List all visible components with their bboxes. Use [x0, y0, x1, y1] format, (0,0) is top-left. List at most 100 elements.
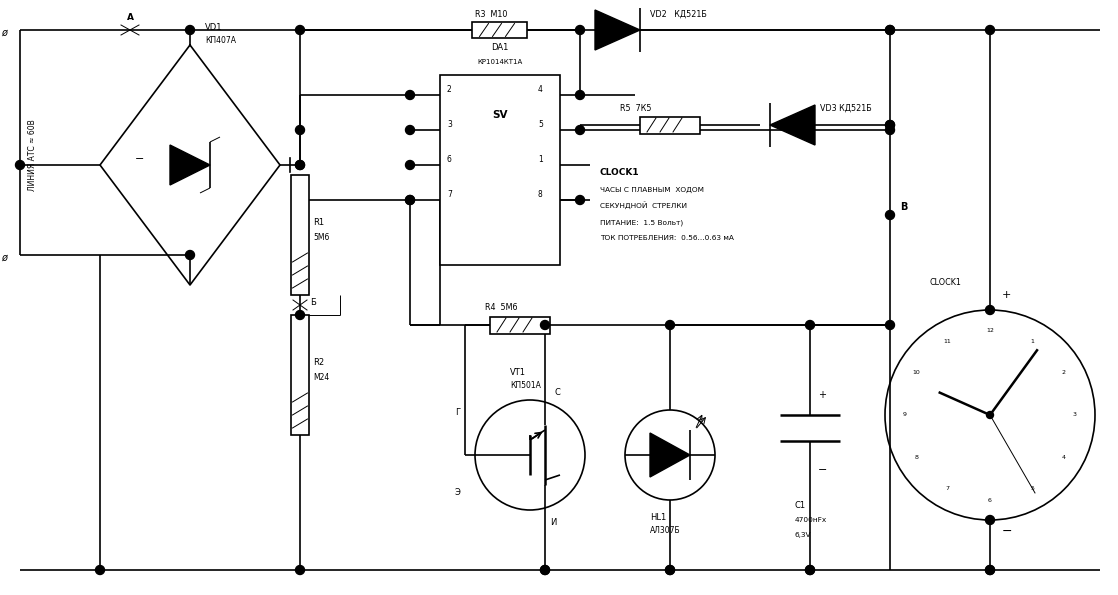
Circle shape: [885, 126, 894, 134]
Text: 4: 4: [538, 85, 543, 94]
Text: 5: 5: [538, 120, 543, 129]
Text: VD1: VD1: [205, 23, 222, 32]
Circle shape: [406, 90, 415, 99]
Text: CLOCK1: CLOCK1: [600, 168, 639, 177]
Polygon shape: [170, 145, 210, 185]
Circle shape: [665, 321, 674, 330]
Text: ЧАСЫ С ПЛАВНЫМ  ХОДОМ: ЧАСЫ С ПЛАВНЫМ ХОДОМ: [600, 187, 704, 193]
Circle shape: [295, 161, 304, 170]
Text: 4: 4: [1062, 455, 1065, 460]
Circle shape: [540, 321, 550, 330]
Text: 6,3V: 6,3V: [795, 533, 812, 538]
Text: 3: 3: [1073, 412, 1077, 418]
Text: A: A: [126, 13, 133, 22]
Text: 1: 1: [538, 155, 542, 164]
Circle shape: [885, 26, 894, 35]
Text: 9: 9: [903, 412, 907, 418]
Circle shape: [95, 565, 104, 575]
Text: 5М6: 5М6: [313, 233, 330, 242]
Circle shape: [576, 196, 585, 205]
Circle shape: [406, 126, 415, 134]
Text: ТОК ПОТРЕБЛЕНИЯ:  0.56...0.63 мА: ТОК ПОТРЕБЛЕНИЯ: 0.56...0.63 мА: [600, 235, 733, 241]
Text: SV: SV: [492, 110, 508, 120]
Bar: [440, 75, 560, 265]
Text: R1: R1: [313, 218, 324, 227]
Text: R2: R2: [313, 358, 324, 367]
Text: СЕКУНДНОЙ  СТРЕЛКИ: СЕКУНДНОЙ СТРЕЛКИ: [600, 201, 686, 209]
Circle shape: [576, 126, 585, 134]
Text: С1: С1: [795, 500, 806, 509]
Text: М24: М24: [313, 373, 329, 382]
Text: −: −: [135, 154, 144, 164]
Text: HL1: HL1: [650, 513, 666, 522]
Text: R5  7К5: R5 7К5: [620, 104, 652, 113]
Circle shape: [805, 565, 815, 575]
Text: 8: 8: [915, 455, 918, 460]
Circle shape: [985, 565, 995, 575]
Bar: [291, 315, 309, 435]
Text: VT1: VT1: [510, 368, 525, 377]
Text: И: И: [550, 518, 557, 527]
Text: КП407А: КП407А: [205, 36, 236, 45]
Text: 7: 7: [946, 486, 949, 491]
Text: ø: ø: [1, 28, 7, 38]
Text: B: B: [900, 202, 908, 212]
Circle shape: [576, 90, 585, 99]
Circle shape: [295, 126, 304, 134]
Text: КР1014КТ1А: КР1014КТ1А: [477, 59, 522, 65]
Circle shape: [295, 161, 304, 170]
Circle shape: [406, 161, 415, 170]
Circle shape: [665, 565, 674, 575]
Circle shape: [985, 26, 995, 35]
Bar: [291, 175, 309, 295]
Text: VD3 КД521Б: VD3 КД521Б: [819, 104, 872, 113]
Circle shape: [885, 321, 894, 330]
Text: 4700нFx: 4700нFx: [795, 518, 827, 524]
Circle shape: [885, 26, 894, 35]
Text: 7: 7: [447, 190, 452, 199]
Circle shape: [885, 121, 894, 130]
Text: +: +: [1002, 290, 1012, 300]
Text: VD2   КД521Б: VD2 КД521Б: [650, 10, 707, 19]
Text: DA1: DA1: [491, 43, 509, 52]
Circle shape: [540, 565, 550, 575]
Bar: [490, 317, 550, 334]
Circle shape: [186, 26, 195, 35]
Bar: [639, 117, 700, 133]
Circle shape: [885, 211, 894, 220]
Text: КП501А: КП501А: [510, 381, 541, 390]
Text: 6: 6: [447, 155, 452, 164]
Text: С: С: [555, 388, 561, 397]
Circle shape: [295, 565, 304, 575]
Text: 10: 10: [912, 370, 920, 375]
Text: АЛ307Б: АЛ307Б: [650, 526, 681, 535]
Circle shape: [665, 565, 674, 575]
Text: 12: 12: [986, 327, 994, 333]
Text: ЛИНИЯ АТС ≈ 60В: ЛИНИЯ АТС ≈ 60В: [28, 119, 37, 191]
Circle shape: [16, 161, 25, 170]
Circle shape: [295, 26, 304, 35]
Circle shape: [406, 196, 415, 205]
Text: Г: Г: [455, 408, 461, 417]
Polygon shape: [650, 433, 690, 477]
Text: 3: 3: [447, 120, 452, 129]
Text: CLOCK1: CLOCK1: [930, 278, 961, 287]
Text: Э: Э: [455, 488, 461, 497]
Circle shape: [805, 565, 815, 575]
Polygon shape: [595, 10, 639, 50]
Text: ø: ø: [1, 253, 7, 263]
Text: 1: 1: [1031, 339, 1034, 344]
Circle shape: [805, 321, 815, 330]
Circle shape: [985, 515, 995, 525]
Circle shape: [295, 311, 304, 320]
Text: 5: 5: [1031, 486, 1034, 491]
Bar: [473, 22, 528, 38]
Text: 2: 2: [447, 85, 452, 94]
Circle shape: [540, 565, 550, 575]
Text: 6: 6: [988, 497, 992, 503]
Polygon shape: [770, 105, 815, 145]
Text: ПИТАНИЕ:  1.5 Вольт): ПИТАНИЕ: 1.5 Вольт): [600, 219, 683, 226]
Text: R4  5М6: R4 5М6: [485, 303, 518, 312]
Text: R3  М10: R3 М10: [475, 10, 508, 19]
Circle shape: [576, 26, 585, 35]
